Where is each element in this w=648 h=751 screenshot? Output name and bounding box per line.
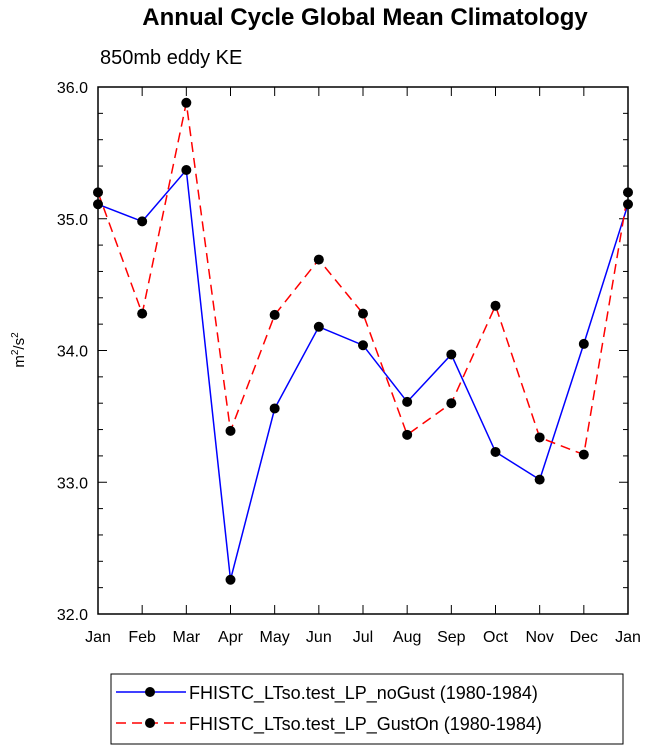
x-tick-label: Oct [483, 629, 508, 646]
data-point-s0-1 [137, 216, 148, 227]
x-tick-label: Sep [437, 629, 466, 646]
y-tick-label: 36.0 [57, 80, 88, 97]
data-point-s0-3 [225, 574, 236, 585]
data-point-s1-11 [578, 449, 589, 460]
data-point-s1-3 [225, 425, 236, 436]
plot-frame [97, 86, 629, 615]
data-point-s0-5 [313, 321, 324, 332]
data-point-s1-0 [93, 187, 103, 198]
x-tick-label: Nov [525, 629, 553, 646]
tick-marks [97, 86, 629, 615]
data-point-s1-9 [490, 300, 501, 311]
y-tick-label: 35.0 [57, 212, 88, 229]
x-tick-label: Jun [306, 629, 332, 646]
data-point-s1-12 [623, 187, 633, 198]
legend-label-guston: FHISTC_LTso.test_LP_GustOn (1980-1984) [189, 714, 542, 735]
legend-marker-guston [145, 718, 155, 728]
data-point-s1-8 [446, 398, 457, 409]
x-tick-label: Jan [85, 629, 111, 646]
y-tick-label: 33.0 [57, 475, 88, 492]
legend: FHISTC_LTso.test_LP_noGust (1980-1984) F… [110, 673, 624, 745]
data-point-s1-1 [137, 308, 148, 319]
data-point-s1-6 [358, 308, 368, 319]
data-point-s1-7 [402, 429, 413, 440]
y-axis-label: m2/s2 [10, 332, 28, 368]
data-point-s0-12 [623, 199, 633, 210]
x-tick-label: Apr [218, 629, 244, 646]
data-point-s0-2 [181, 165, 192, 176]
chart-subtitle: 850mb eddy KE [100, 47, 242, 69]
y-tick-label: 34.0 [57, 344, 88, 361]
x-tick-label: Aug [393, 629, 421, 646]
data-point-s0-9 [490, 446, 501, 457]
data-point-s1-10 [534, 432, 545, 443]
data-point-s0-6 [358, 340, 368, 351]
x-tick-labels: Jan Feb Mar Apr May Jun Jul Aug Sep Oct Nov Dec Jan [85, 629, 641, 646]
data-point-s0-10 [534, 474, 545, 485]
x-tick-label: Mar [173, 629, 201, 646]
series-line-0 [97, 168, 629, 580]
x-tick-label: Jul [353, 629, 373, 646]
series-layer [93, 97, 633, 585]
data-point-s0-7 [402, 396, 413, 407]
legend-marker-nogust [145, 687, 155, 697]
data-point-s1-4 [269, 309, 280, 320]
data-point-s0-4 [269, 403, 280, 414]
series-line-1 [97, 102, 629, 456]
data-point-s1-5 [313, 254, 324, 265]
data-point-s1-2 [181, 97, 192, 108]
legend-box [110, 673, 624, 745]
y-tick-labels: 32.0 33.0 34.0 35.0 36.0 [57, 80, 88, 624]
chart-title: Annual Cycle Global Mean Climatology [142, 4, 588, 31]
data-point-s0-11 [578, 338, 589, 349]
x-tick-label: Dec [570, 629, 598, 646]
x-tick-label: Feb [128, 629, 156, 646]
data-point-s0-0 [93, 199, 103, 210]
x-tick-label: May [260, 629, 290, 646]
y-tick-label: 32.0 [57, 607, 88, 624]
legend-label-nogust: FHISTC_LTso.test_LP_noGust (1980-1984) [189, 683, 538, 704]
x-tick-label: Jan [615, 629, 641, 646]
data-point-s0-8 [446, 349, 457, 360]
